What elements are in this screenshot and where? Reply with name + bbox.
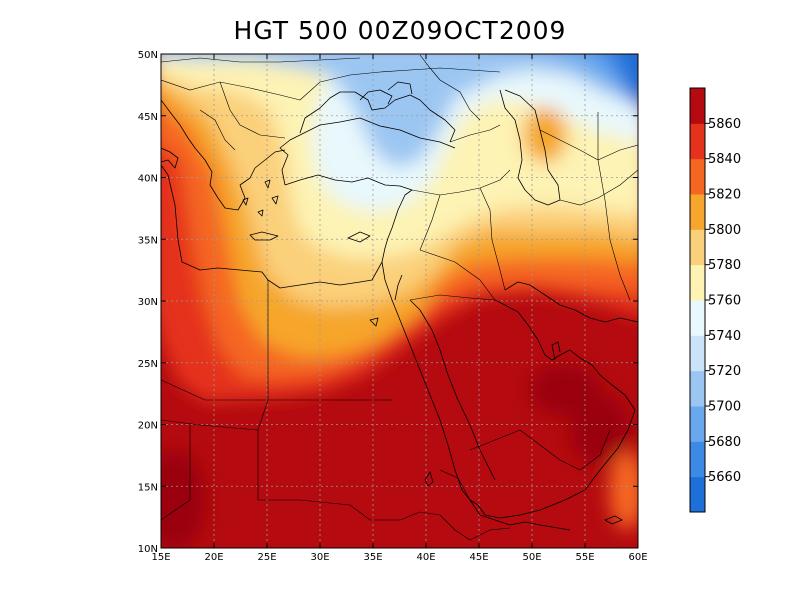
colorbar-label: 5720: [708, 364, 741, 379]
colorbar-swatch: [690, 194, 705, 230]
colorbar-label: 5760: [708, 294, 741, 309]
lat-tick-label: 40N: [138, 174, 158, 185]
colorbar: 5660 5680 5700 5720 5740 5760 5780 5800 5820 5840…: [689, 87, 741, 513]
colorbar-swatch: [690, 441, 705, 478]
lon-tick-label: 55E: [575, 552, 594, 563]
colorbar-swatch: [690, 370, 705, 407]
colorbar-label: 5700: [708, 400, 741, 415]
colorbar-label: 5780: [708, 258, 741, 273]
country-borders: [161, 54, 638, 541]
colorbar-swatch: [690, 264, 705, 301]
lat-tick-label: 15N: [138, 482, 158, 493]
lat-tick-label: 25N: [138, 359, 158, 370]
colorbar-label: 5800: [708, 223, 741, 238]
colorbar-swatch: [690, 123, 705, 160]
map-grid: [161, 54, 638, 548]
lon-tick-label: 40E: [416, 552, 435, 563]
lon-tick-label: 15E: [151, 552, 170, 563]
colorbar-swatch: [690, 476, 705, 513]
colorbar-swatch: [690, 300, 705, 336]
colorbar-swatch: [690, 88, 705, 124]
colorbar-label: 5840: [708, 152, 741, 167]
lat-tick-label: 30N: [138, 297, 158, 308]
colorbar-label: 5820: [708, 188, 741, 203]
colorbar-swatch: [690, 406, 705, 442]
colorbar-swatch: [690, 158, 705, 195]
colorbar-label: 5740: [708, 329, 741, 344]
lon-tick-label: 25E: [257, 552, 276, 563]
colorbar-swatch: [690, 335, 705, 372]
colorbar-label: 5660: [708, 470, 741, 485]
lat-tick-label: 50N: [138, 50, 158, 61]
coastlines: [161, 81, 638, 531]
lon-tick-label: 20E: [204, 552, 223, 563]
colorbar-swatch: [690, 229, 705, 266]
colorbar-label: 5680: [708, 435, 741, 450]
height-field: [161, 54, 638, 548]
longitude-ticks: 15E 20E 25E 30E 35E 40E 45E 50E 55E 60E: [151, 54, 648, 563]
map-title: HGT 500 00Z09OCT2009: [233, 16, 567, 45]
lon-tick-label: 50E: [522, 552, 541, 563]
lat-tick-label: 35N: [138, 235, 158, 246]
lat-tick-label: 45N: [138, 112, 158, 123]
lon-tick-label: 35E: [363, 552, 382, 563]
latitude-ticks: 10N 15N 20N 25N 30N 35N 40N 45N 50N: [138, 50, 638, 555]
lon-tick-label: 30E: [310, 552, 329, 563]
lon-tick-label: 60E: [628, 552, 647, 563]
lat-tick-label: 20N: [138, 421, 158, 432]
colorbar-label: 5860: [708, 117, 741, 132]
lat-tick-label: 10N: [138, 544, 158, 555]
lon-tick-label: 45E: [469, 552, 488, 563]
